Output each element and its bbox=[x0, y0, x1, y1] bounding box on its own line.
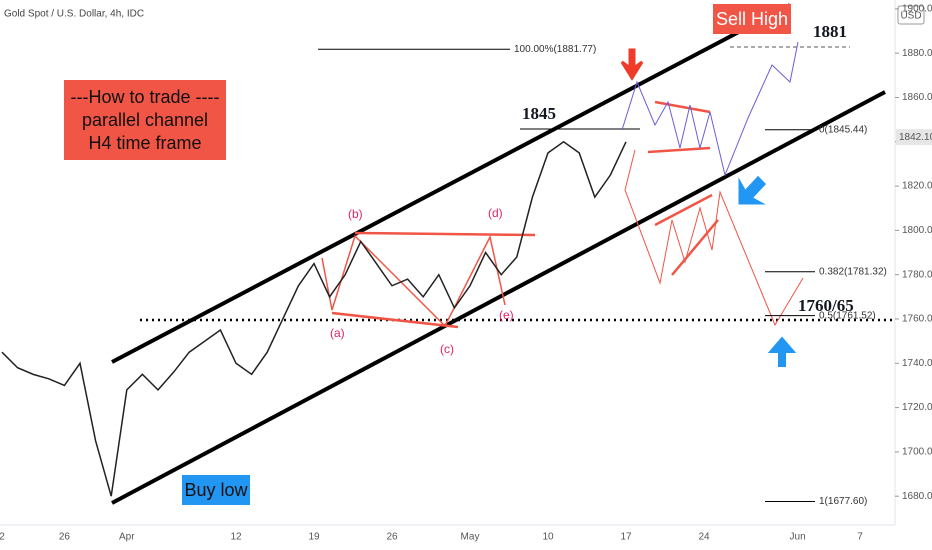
fib-label: 0.5(1761.52) bbox=[819, 310, 876, 321]
wave-label: (e) bbox=[499, 308, 514, 322]
currency: USD bbox=[900, 11, 921, 22]
wave-label: (c) bbox=[440, 342, 454, 356]
wave-label: (b) bbox=[348, 207, 363, 221]
y-tick-label: 1740.00 bbox=[902, 358, 932, 369]
fib-label: 0(1845.44) bbox=[819, 124, 867, 135]
x-tick-label: 19 bbox=[308, 532, 320, 543]
lesson-text: parallel channel bbox=[82, 110, 208, 130]
lesson-text: ---How to trade ---- bbox=[70, 87, 219, 107]
buy-arrow bbox=[767, 336, 797, 367]
x-tick-label: 12 bbox=[230, 532, 242, 543]
sell-text: Sell High bbox=[716, 9, 788, 29]
y-tick-label: 1900.00 bbox=[902, 4, 932, 15]
x-tick-label: 10 bbox=[542, 532, 554, 543]
x-tick-label: 24 bbox=[698, 532, 710, 543]
channel-lower bbox=[111, 90, 886, 505]
wave-label: (d) bbox=[488, 206, 503, 220]
last-price-box bbox=[896, 129, 932, 146]
x-tick-label: 17 bbox=[620, 532, 632, 543]
x-tick-label: May bbox=[461, 532, 480, 543]
y-tick-label: 1760.00 bbox=[902, 314, 932, 325]
target-label: 1881 bbox=[813, 22, 847, 41]
price-line bbox=[1, 140, 627, 497]
y-tick-label: 1880.00 bbox=[902, 48, 932, 59]
lesson-box bbox=[64, 80, 226, 160]
buy-box bbox=[182, 475, 250, 505]
currency-box bbox=[897, 5, 925, 25]
x-tick-label: Jun bbox=[790, 532, 806, 543]
support-label: 1760/65 bbox=[798, 296, 854, 315]
y-tick-label: 1700.00 bbox=[902, 447, 932, 458]
x-tick-label: 26 bbox=[386, 532, 398, 543]
triangle bbox=[321, 100, 719, 329]
x-tick-label: Apr bbox=[119, 532, 135, 543]
y-tick-label: 1820.00 bbox=[902, 181, 932, 192]
projection-down bbox=[624, 149, 804, 327]
sell-box bbox=[713, 4, 791, 34]
fib-label: 0.382(1781.32) bbox=[819, 266, 887, 277]
x-tick-label: 26 bbox=[59, 532, 71, 543]
lesson-text: H4 time frame bbox=[88, 133, 201, 153]
x-tick-label: 2 bbox=[0, 532, 5, 543]
y-tick-label: 1860.00 bbox=[902, 92, 932, 103]
y-tick-label: 1800.00 bbox=[902, 225, 932, 236]
x-tick-label: 7 bbox=[857, 532, 863, 543]
fib-label: 1(1677.60) bbox=[819, 496, 867, 507]
y-tick-label: 1720.00 bbox=[902, 402, 932, 413]
fib-label: 100.00%(1881.77) bbox=[514, 44, 596, 55]
channel-upper bbox=[111, 3, 791, 364]
buy-text: Buy low bbox=[184, 480, 248, 500]
high-label: 1845 bbox=[522, 104, 556, 123]
chart-title: Gold Spot / U.S. Dollar, 4h, IDC bbox=[4, 9, 144, 20]
projection-up bbox=[621, 41, 799, 177]
y-tick-label: 1680.00 bbox=[902, 491, 932, 502]
buy-arrow bbox=[738, 175, 767, 205]
wave-label: (a) bbox=[330, 326, 345, 340]
sell-arrow bbox=[620, 48, 644, 81]
y-tick-label: 1780.00 bbox=[902, 269, 932, 280]
last-price-label: 1842.10 bbox=[899, 132, 932, 143]
